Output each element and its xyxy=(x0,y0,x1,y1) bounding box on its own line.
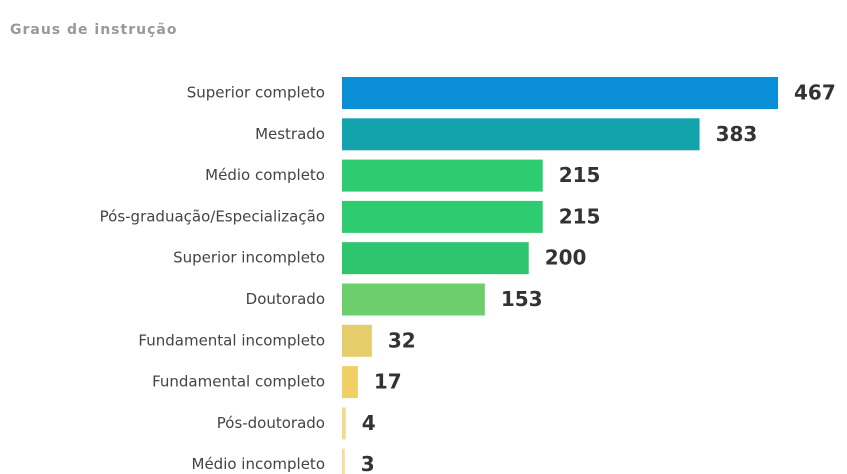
chart-title: Graus de instrução xyxy=(10,22,177,38)
category-label: Pós-graduação/Especialização xyxy=(100,207,325,225)
category-label: Superior incompleto xyxy=(173,249,325,267)
bar xyxy=(342,159,543,192)
category-label: Superior completo xyxy=(187,84,325,102)
value-label: 200 xyxy=(545,246,587,270)
bar xyxy=(342,324,372,357)
bar xyxy=(342,283,485,316)
bar xyxy=(342,366,358,399)
category-label: Mestrado xyxy=(255,125,325,143)
value-label: 17 xyxy=(374,370,402,394)
value-label: 153 xyxy=(501,287,543,311)
category-label: Pós-doutorado xyxy=(217,414,325,432)
category-label: Fundamental completo xyxy=(152,373,325,391)
value-label: 32 xyxy=(388,328,416,352)
value-label: 3 xyxy=(361,452,375,474)
category-label: Médio completo xyxy=(205,166,325,184)
bar xyxy=(342,242,529,275)
bar xyxy=(342,407,346,440)
bar xyxy=(342,118,700,151)
bar xyxy=(342,200,543,233)
category-label: Fundamental incompleto xyxy=(138,331,325,349)
category-label: Médio incompleto xyxy=(192,455,326,473)
value-label: 215 xyxy=(559,204,601,228)
value-label: 215 xyxy=(559,163,601,187)
bar xyxy=(342,77,778,109)
value-label: 383 xyxy=(716,122,758,146)
bar xyxy=(342,448,345,474)
category-label: Doutorado xyxy=(246,290,325,308)
value-label: 4 xyxy=(362,411,376,435)
value-label: 467 xyxy=(794,81,836,105)
